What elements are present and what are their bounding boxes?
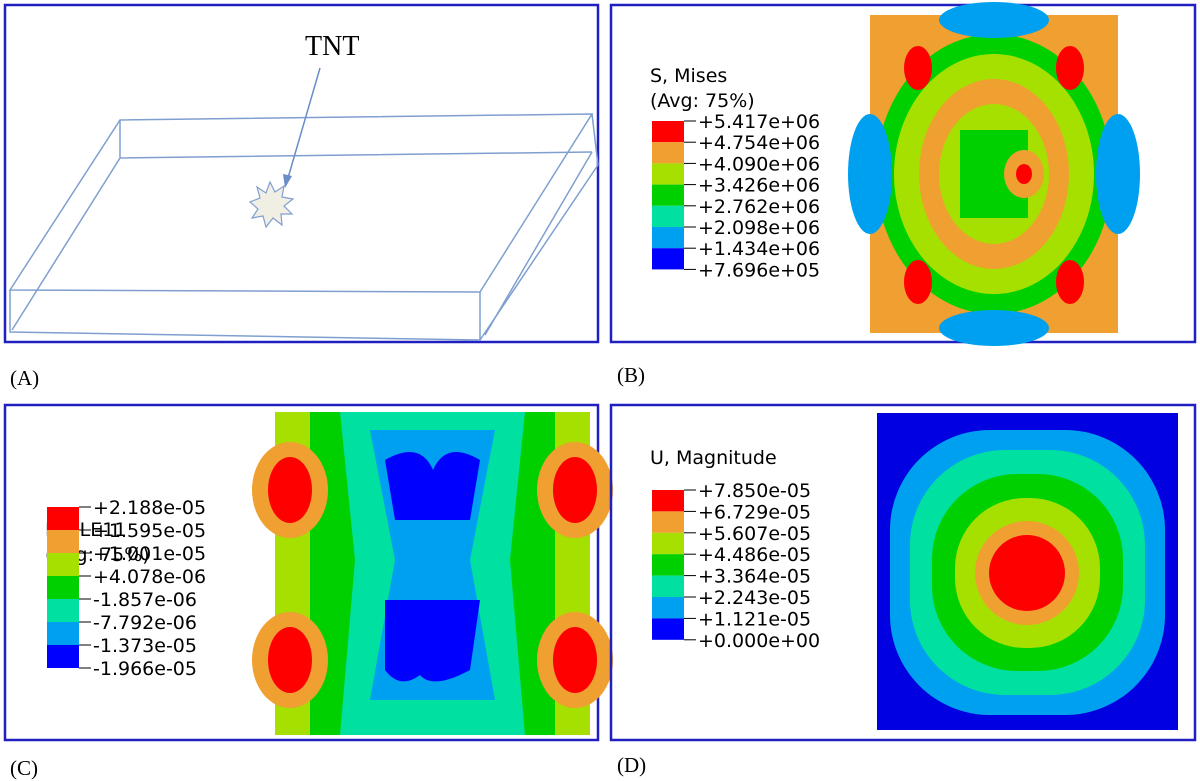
explosive-icon: [250, 182, 293, 227]
contour-plot: [877, 413, 1178, 730]
legend-swatch: [652, 576, 684, 597]
annotation: TNT: [305, 31, 359, 62]
legend-label: -1.857e-06: [93, 589, 197, 611]
legend-label: +1.001e-05: [93, 543, 206, 565]
legend-label: +1.434e+06: [698, 238, 820, 260]
legend-label: +4.078e-06: [93, 566, 206, 588]
legend-label: +2.188e-05: [93, 497, 206, 519]
legend-swatch: [652, 185, 684, 206]
legend-swatch: [652, 142, 684, 163]
legend-label: -1.966e-05: [93, 658, 197, 680]
legend-swatch: [47, 622, 79, 645]
legend-label: +0.000e+00: [698, 630, 820, 652]
legend-label: -1.373e-05: [93, 635, 197, 657]
arrow: [288, 68, 320, 178]
legend-label: +3.426e+06: [698, 175, 820, 197]
legend-label: +4.754e+06: [698, 132, 820, 154]
contour-plot: [252, 412, 613, 735]
legend-swatch: [47, 576, 79, 599]
legend-title: U, Magnitude: [650, 447, 777, 469]
legend-swatch: [652, 597, 684, 618]
legend-label: +2.243e-05: [698, 587, 811, 609]
legend-swatch: [652, 163, 684, 184]
legend-swatch: [652, 618, 684, 639]
legend-label: +6.729e-05: [698, 501, 811, 523]
legend-swatch: [652, 511, 684, 532]
panel-label: (C): [10, 756, 38, 780]
legend-label: -7.792e-06: [93, 612, 197, 634]
legend-label: +5.607e-05: [698, 523, 811, 545]
legend-swatch: [47, 530, 79, 553]
panel-label: (B): [617, 363, 645, 387]
legend-swatch: [652, 206, 684, 227]
panel-label: (A): [10, 366, 39, 390]
legend-title: S, Mises: [650, 65, 727, 87]
legend-label: +1.595e-05: [93, 520, 206, 542]
legend-swatch: [652, 490, 684, 511]
legend-swatch: [47, 599, 79, 622]
legend-label: +7.696e+05: [698, 259, 820, 281]
legend-label: +5.417e+06: [698, 111, 820, 133]
legend-label: +4.090e+06: [698, 153, 820, 175]
legend-swatch: [652, 227, 684, 248]
panel-label: (D): [617, 753, 646, 777]
legend-swatch: [652, 554, 684, 575]
legend-label: +4.486e-05: [698, 544, 811, 566]
legend-swatch: [47, 645, 79, 668]
legend-label: +1.121e-05: [698, 608, 811, 630]
contour-plot: [848, 2, 1140, 346]
figure: TNT (A) (B) (C): [0, 0, 1200, 781]
plate-wireframe: [10, 114, 598, 340]
legend-swatch: [47, 507, 79, 530]
legend-swatch: [652, 248, 684, 269]
legend-label: +3.364e-05: [698, 566, 811, 588]
legend-label: +2.762e+06: [698, 196, 820, 218]
legend-subtitle: (Avg: 75%): [650, 90, 755, 112]
legend-swatch: [652, 121, 684, 142]
legend-label: +2.098e+06: [698, 217, 820, 239]
legend-label: +7.850e-05: [698, 480, 811, 502]
legend-swatch: [652, 533, 684, 554]
legend-swatch: [47, 553, 79, 576]
